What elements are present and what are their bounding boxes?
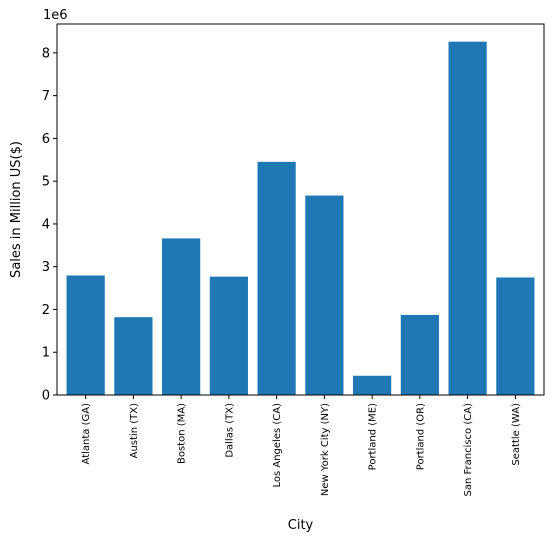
x-tick-label: New York City (NY): [320, 403, 331, 496]
y-offset-label: 1e6: [43, 8, 68, 23]
x-tick-label: Dallas (TX): [224, 403, 235, 458]
x-axis-ticks: Atlanta (GA) Austin (TX) Boston (MA) Dallas…: [81, 395, 522, 497]
y-tick-label: 4: [42, 217, 50, 232]
x-tick-label: Los Angeles (CA): [272, 403, 283, 488]
y-axis-title: Sales in Million US($): [9, 141, 24, 278]
x-tick-label: Austin (TX): [129, 403, 140, 458]
y-tick-label: 1: [42, 346, 50, 361]
y-tick-label: 6: [42, 132, 50, 147]
x-tick-label: San Francisco (CA): [463, 403, 474, 497]
x-tick-label: Portland (ME): [368, 403, 379, 470]
bar-3: [209, 276, 248, 395]
bar-0: [66, 275, 105, 395]
bar-9: [496, 277, 535, 395]
y-tick-label: 3: [42, 260, 50, 275]
bar-8: [448, 41, 487, 396]
bar-5: [305, 195, 344, 395]
bar-7: [400, 314, 439, 395]
y-axis-ticks: 0 1 2 3 4 5 6 7 8: [42, 46, 57, 404]
bar-4: [257, 161, 296, 395]
bar-1: [114, 317, 153, 395]
x-axis-title: City: [288, 518, 314, 533]
x-tick-label: Portland (OR): [415, 403, 426, 470]
bars-group: [66, 41, 535, 396]
x-tick-label: Boston (MA): [177, 403, 188, 464]
bar-6: [353, 375, 392, 395]
y-tick-label: 8: [42, 46, 50, 61]
plot-frame: [56, 23, 545, 396]
y-tick-label: 5: [42, 175, 50, 190]
x-tick-label: Seattle (WA): [511, 403, 522, 466]
y-tick-label: 2: [42, 303, 50, 318]
y-tick-label: 7: [42, 89, 50, 104]
x-tick-label: Atlanta (GA): [81, 403, 92, 465]
bar-2: [162, 238, 201, 395]
y-tick-label: 0: [42, 389, 50, 404]
